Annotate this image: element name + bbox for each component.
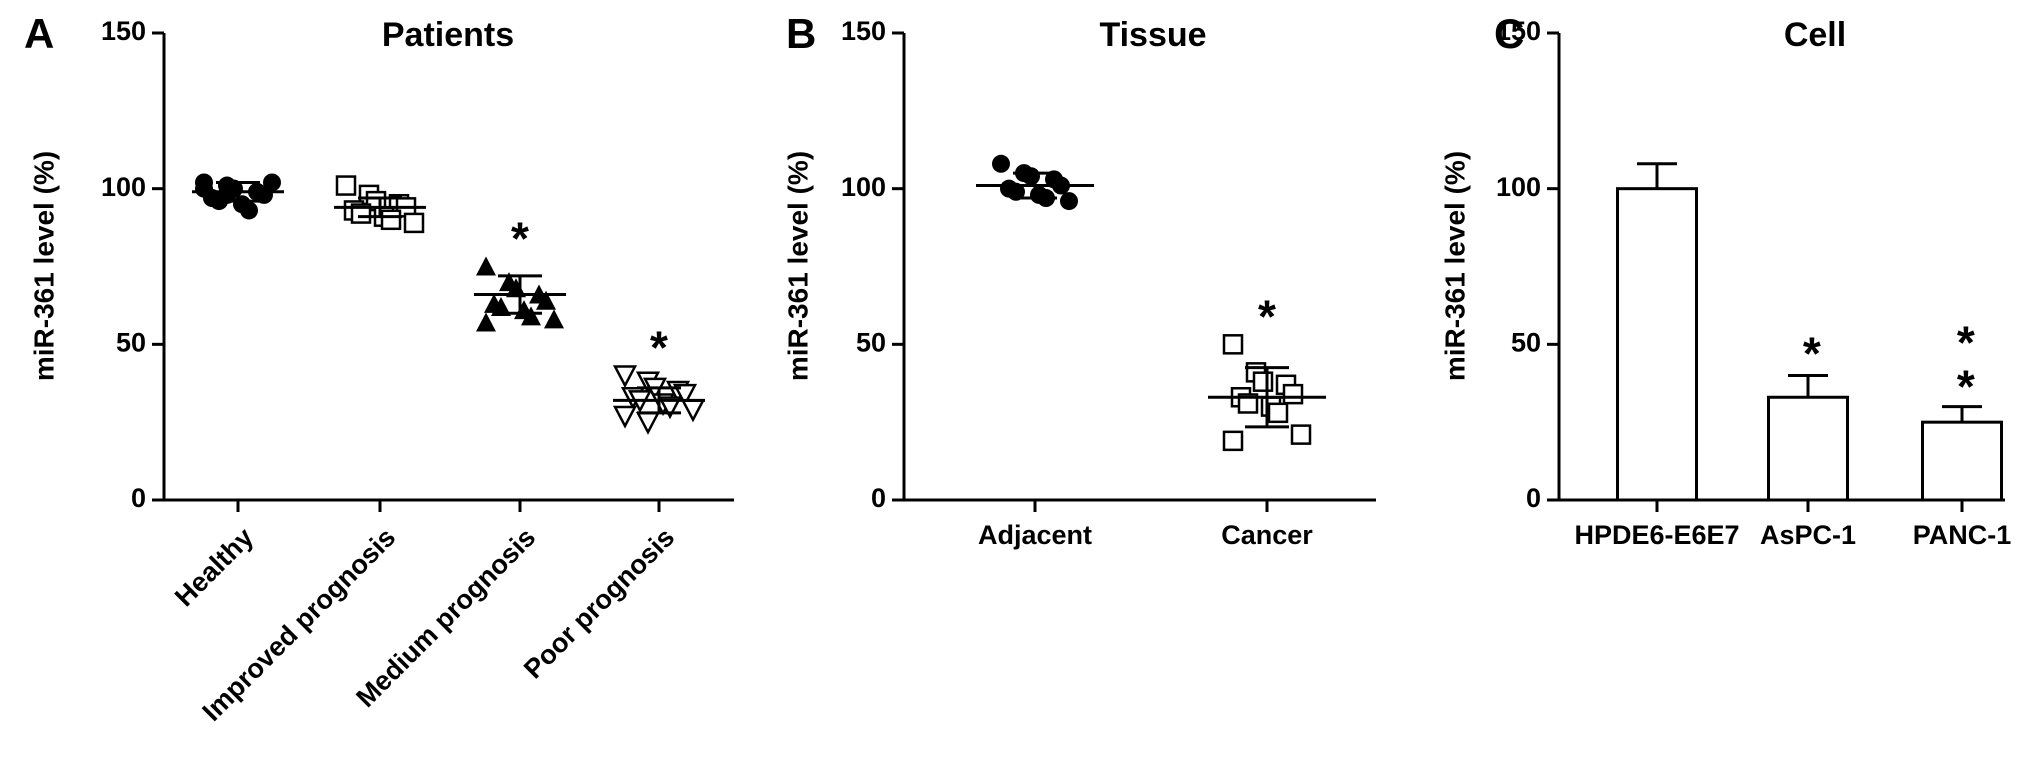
data-point [335,175,357,196]
error-bar [358,196,402,219]
data-point [635,411,661,435]
y-tick-label: 100 [841,172,886,202]
significance-label: * [1786,327,1838,371]
data-point [657,396,683,420]
y-tick-label: 100 [1496,172,1541,202]
y-axis-label: miR-361 level (%) [28,151,59,381]
x-tick-label: Poor prognosis [518,522,680,684]
y-tick-label: 150 [1496,16,1541,46]
chart-title: Tissue [1099,16,1206,54]
error-bar [498,274,542,315]
error-bar [1245,366,1289,429]
y-tick-label: 0 [871,483,886,513]
y-tick-label: 150 [841,16,886,46]
data-point [612,405,638,429]
data-point [521,306,541,326]
chart-title: Patients [382,16,514,54]
panel-letter: B [786,10,816,57]
y-tick-label: 50 [1511,327,1541,357]
data-point [1060,192,1078,211]
y-tick-label: 50 [116,327,146,357]
x-tick-label: HPDE6-E6E7 [1574,520,1739,550]
data-point [536,290,556,310]
x-tick-label: Cancer [1221,520,1313,550]
data-point [476,312,496,332]
data-point [476,256,496,276]
data-point [491,296,511,316]
data-point [240,201,258,220]
x-tick-label: PANC-1 [1913,520,2012,550]
data-point [672,383,698,407]
bar [1767,395,1849,502]
significance-label: * [511,213,529,265]
y-tick-label: 0 [131,483,146,513]
significance-label: ** [1940,317,1992,405]
panel-letter: C [1494,10,1524,57]
data-point [992,154,1010,173]
chart-title: Cell [1784,16,1846,54]
data-point [680,399,706,423]
error-bar [1788,373,1828,398]
x-tick-label: AsPC-1 [1760,520,1856,550]
data-point [1222,334,1244,355]
y-tick-label: 150 [101,16,146,46]
y-tick-label: 50 [856,327,886,357]
data-point [403,212,425,234]
data-point [195,179,213,198]
data-point [1282,383,1304,405]
y-axis-label: miR-361 level (%) [782,151,813,381]
data-point [1290,424,1312,445]
data-point [380,209,402,231]
significance-label: * [1258,290,1276,342]
error-bar [216,180,260,203]
x-tick-label: Healthy [169,522,259,612]
y-tick-label: 100 [101,172,146,202]
x-tick-label: Adjacent [978,520,1092,550]
data-point [1222,430,1244,452]
data-point [1252,371,1274,392]
y-axis-label: miR-361 level (%) [1439,151,1470,381]
data-point [544,309,564,329]
bar [1921,420,2003,502]
significance-label: * [650,322,668,374]
data-point [1267,402,1289,424]
data-point [1022,167,1040,186]
data-point [612,365,638,389]
error-bar [1637,162,1677,189]
data-point [1007,182,1025,201]
error-bar [1942,405,1982,423]
data-point [263,173,281,192]
y-tick-label: 0 [1526,483,1541,513]
bar [1616,187,1698,502]
error-bar [1013,171,1057,200]
data-point [1237,393,1259,414]
panel-letter: A [24,10,54,57]
error-bar [637,386,681,415]
